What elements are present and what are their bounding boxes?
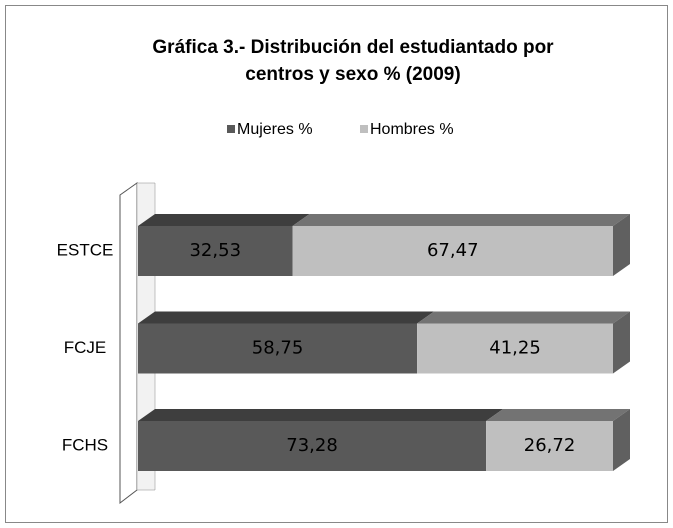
bar-side	[613, 311, 630, 374]
bar	[138, 226, 293, 276]
y-tick-label: FCHS	[62, 435, 108, 454]
bar	[138, 323, 418, 374]
value-label: 73,28	[286, 435, 338, 456]
bar-top	[292, 214, 630, 226]
bar-top	[138, 409, 504, 421]
bar-top	[486, 409, 630, 421]
value-label: 67,47	[427, 240, 479, 261]
bar	[138, 421, 487, 471]
value-label: 26,72	[524, 435, 576, 456]
bar	[292, 226, 613, 276]
bar-side	[613, 214, 630, 276]
bar-top	[138, 214, 310, 226]
y-tick-label: FCJE	[64, 338, 107, 357]
value-label: 32,53	[189, 240, 241, 261]
chart-title: Gráfica 3.- Distribución del estudiantad…	[152, 37, 554, 58]
legend-swatch	[227, 125, 235, 133]
chart-title: centros y sexo % (2009)	[245, 64, 460, 85]
legend-label: Hombres %	[370, 121, 454, 138]
bar-top	[138, 311, 435, 324]
y-tick-label: ESTCE	[57, 240, 114, 259]
back-wall	[119, 182, 138, 505]
value-label: 41,25	[489, 338, 541, 359]
bar-top	[417, 311, 630, 324]
bar-side	[613, 409, 630, 471]
legend-label: Mujeres %	[237, 121, 313, 138]
bar	[417, 323, 613, 374]
value-label: 58,75	[252, 338, 304, 359]
legend-swatch	[360, 125, 368, 133]
bar	[486, 421, 613, 471]
